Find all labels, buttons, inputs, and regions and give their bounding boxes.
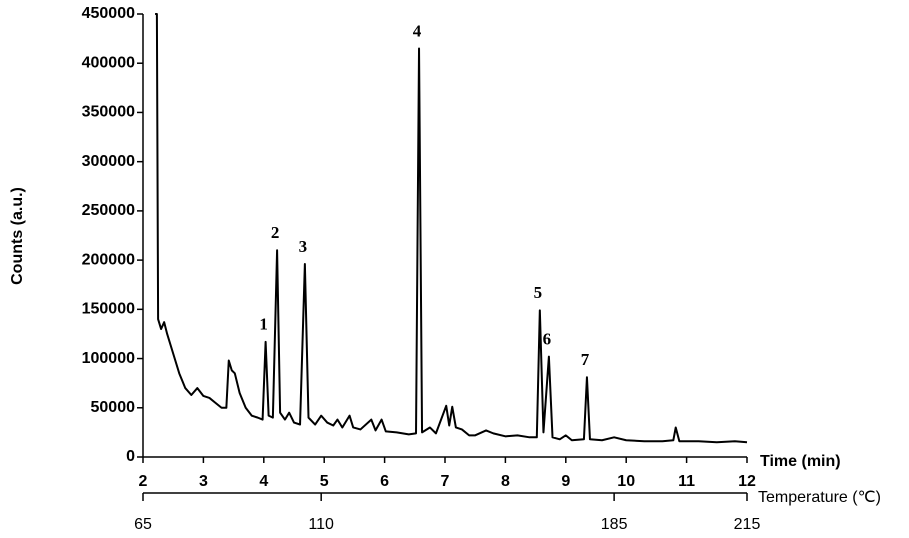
y-tick-label: 250000 — [82, 202, 135, 219]
y-tick-label: 400000 — [82, 54, 135, 71]
x-axis-label: Time (min) — [760, 453, 841, 470]
x-tick-label: 9 — [561, 473, 570, 490]
x-tick-label: 10 — [617, 473, 635, 490]
y-tick-label: 0 — [126, 448, 135, 465]
y-tick-label: 450000 — [82, 5, 135, 22]
peak-label: 2 — [271, 223, 280, 242]
trace — [155, 13, 748, 444]
peak-label: 7 — [581, 350, 590, 369]
peak-label: 5 — [534, 283, 543, 302]
y-tick-label: 100000 — [82, 350, 135, 367]
x-tick-label: 6 — [380, 473, 389, 490]
peak-label: 6 — [543, 329, 552, 348]
peak-label: 3 — [299, 237, 308, 256]
x2-tick-label: 110 — [308, 516, 334, 533]
y-axis-label: Counts (a.u.) — [9, 187, 26, 285]
x2-tick-label: 185 — [601, 516, 628, 533]
y-tick-label: 150000 — [82, 301, 135, 318]
x-tick-label: 11 — [678, 473, 695, 490]
y-tick-label: 200000 — [82, 251, 135, 268]
x-tick-label: 12 — [738, 473, 756, 490]
x-tick-label: 4 — [259, 473, 268, 490]
x2-tick-label: 215 — [734, 516, 761, 533]
x-tick-label: 3 — [199, 473, 208, 490]
x-tick-label: 8 — [501, 473, 510, 490]
peak-label: 4 — [413, 21, 422, 40]
y-tick-label: 350000 — [82, 104, 135, 121]
y-tick-label: 50000 — [91, 399, 136, 416]
x2-axis-label: Temperature (℃) — [758, 489, 881, 506]
y-tick-label: 300000 — [82, 153, 135, 170]
peak-label: 1 — [259, 315, 268, 334]
x2-tick-label: 65 — [134, 516, 152, 533]
x-tick-label: 5 — [320, 473, 329, 490]
x-tick-label: 2 — [139, 473, 148, 490]
x-tick-label: 7 — [441, 473, 450, 490]
